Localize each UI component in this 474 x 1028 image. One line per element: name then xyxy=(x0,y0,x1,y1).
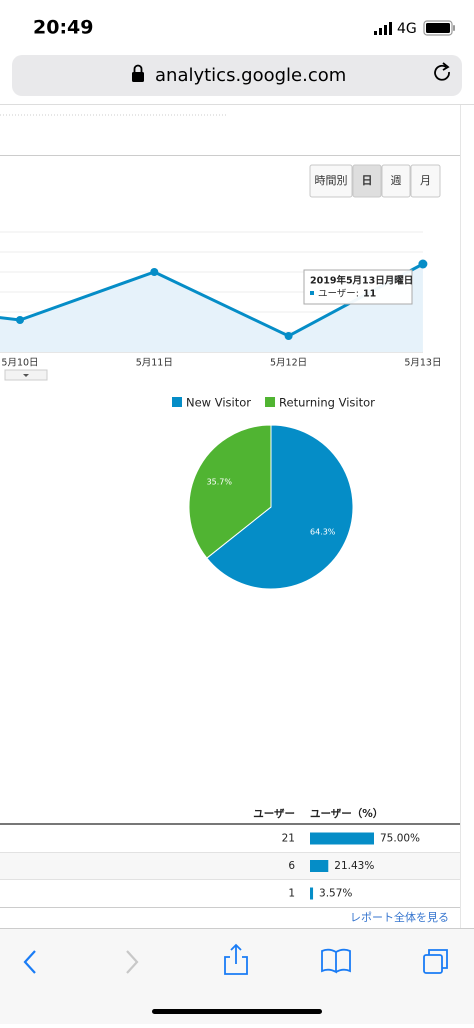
section-divider xyxy=(0,155,460,156)
x-tick-label: 5月10日 xyxy=(1,358,38,369)
users-cell: 6 xyxy=(288,860,295,872)
legend-label: New Visitor xyxy=(186,396,251,410)
point xyxy=(150,268,159,276)
point xyxy=(284,332,293,340)
bookmarks-button[interactable] xyxy=(321,948,351,974)
granularity-label: 時間別 xyxy=(315,174,348,187)
pie-label: 64.3% xyxy=(310,527,336,536)
status-time: 20:49 xyxy=(33,17,93,39)
x-tick-label: 5月13日 xyxy=(404,358,441,369)
pct-cell: 75.00% xyxy=(380,833,420,845)
tooltip-value: 11 xyxy=(363,289,376,300)
share-button[interactable] xyxy=(224,943,248,975)
granularity-button[interactable] xyxy=(352,164,382,198)
column-header: ユーザー（%） xyxy=(310,807,383,820)
row-rule xyxy=(0,907,460,908)
pct-bar xyxy=(310,832,374,845)
pct-cell: 21.43% xyxy=(334,860,374,872)
table-row xyxy=(0,825,460,853)
pct-bar xyxy=(310,887,314,900)
x-tick-label: 5月11日 xyxy=(136,358,173,369)
home-indicator xyxy=(152,1009,322,1014)
pie-label: 35.7% xyxy=(207,478,233,487)
tooltip-label: ユーザー: xyxy=(318,289,359,300)
battery-icon xyxy=(423,20,455,36)
granularity-button[interactable] xyxy=(410,164,441,198)
point xyxy=(418,259,428,269)
full-report-link[interactable]: レポート全体を見る xyxy=(350,910,449,924)
reload-button[interactable] xyxy=(434,62,450,81)
toolbar xyxy=(0,928,474,1024)
granularity-button[interactable] xyxy=(309,164,353,198)
pct-cell: 3.57% xyxy=(319,888,352,900)
x-tick-label: 5月12日 xyxy=(270,358,307,369)
users-cell: 1 xyxy=(288,888,295,900)
toolbar-border xyxy=(0,928,474,929)
pct-bar xyxy=(310,860,329,872)
table-row xyxy=(0,880,460,908)
url: analytics.google.com xyxy=(155,65,346,86)
forward-button[interactable] xyxy=(126,950,139,974)
pie-slice xyxy=(206,424,354,590)
legend-swatch xyxy=(172,397,182,407)
divider xyxy=(0,104,474,105)
point xyxy=(16,316,24,324)
legend-swatch xyxy=(265,397,276,407)
pie-slice xyxy=(188,424,272,559)
granularity-label: 週 xyxy=(391,174,402,187)
tooltip-title: 2019年5月13日月曜日 xyxy=(310,275,413,287)
lock-icon xyxy=(132,64,144,82)
legend-label: Returning Visitor xyxy=(279,396,375,410)
tooltip-swatch xyxy=(310,291,314,295)
granularity-button[interactable] xyxy=(381,164,411,198)
users-cell: 21 xyxy=(282,833,295,845)
network-label: 4G xyxy=(397,21,417,37)
back-button[interactable] xyxy=(23,950,36,974)
signal-icon xyxy=(374,22,392,35)
page-edge xyxy=(460,105,461,928)
table-row xyxy=(0,852,460,880)
tabs-button[interactable] xyxy=(423,949,448,974)
granularity-label: 日 xyxy=(362,174,373,187)
column-header: ユーザー xyxy=(253,808,295,820)
granularity-label: 月 xyxy=(420,174,431,187)
address-bar[interactable] xyxy=(12,55,462,96)
header-rule xyxy=(0,823,460,825)
chart-toggle[interactable] xyxy=(4,369,48,381)
area xyxy=(0,264,423,352)
tooltip xyxy=(303,269,413,305)
